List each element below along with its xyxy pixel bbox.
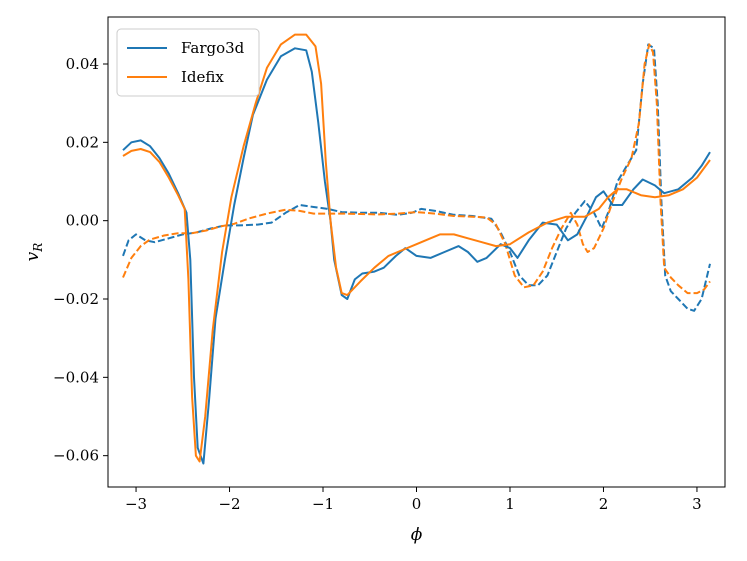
series-line-3-dashed (122, 43, 711, 295)
legend-label: Fargo3d (181, 39, 245, 57)
x-tick-label: 1 (505, 495, 515, 513)
y-axis-label: vR (23, 243, 45, 262)
x-tick-label: −2 (218, 495, 240, 513)
legend-box (116, 28, 260, 97)
legend: Fargo3d Idefix (116, 28, 260, 97)
x-axis-label: ϕ (411, 525, 423, 545)
y-tick-label: −0.02 (53, 290, 99, 308)
series-layer (122, 33, 711, 465)
x-tick-label: 3 (692, 495, 702, 513)
series-line-1-solid (122, 33, 711, 463)
y-axis-label-main: v (23, 251, 43, 261)
x-tick-label: −3 (125, 495, 147, 513)
y-tick-label: 0.04 (66, 55, 99, 73)
y-ticks: −0.06 −0.04 −0.02 0.00 0.02 0.04 (53, 55, 108, 465)
y-tick-label: 0.00 (66, 212, 99, 230)
y-tick-label: −0.04 (53, 368, 99, 386)
x-tick-label: −1 (312, 495, 334, 513)
x-tick-label: 2 (599, 495, 609, 513)
y-axis-label-subscript: R (31, 243, 45, 253)
y-tick-label: 0.02 (66, 133, 99, 151)
series-line-0-solid (122, 47, 711, 465)
x-tick-label: 0 (412, 495, 422, 513)
y-tick-label: −0.06 (53, 447, 99, 465)
x-ticks: −3 −2 −1 0 1 2 3 (125, 487, 702, 513)
legend-label: Idefix (181, 68, 224, 86)
